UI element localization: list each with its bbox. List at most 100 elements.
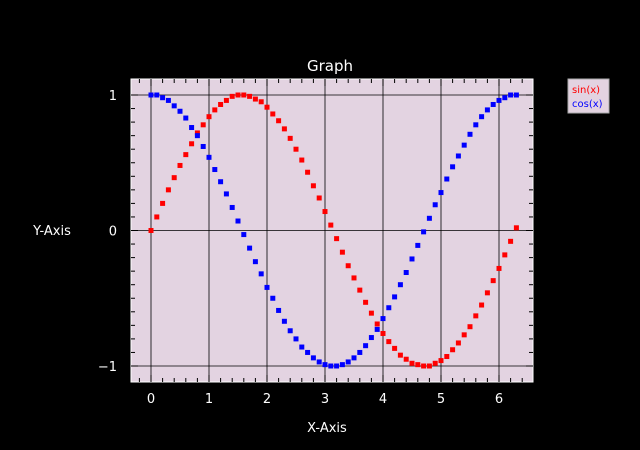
legend[interactable]: sin(x) cos(x) [567,78,610,114]
data-point [165,187,171,193]
data-point [432,360,438,366]
data-point [177,162,183,168]
data-point [496,97,502,103]
data-point [513,225,519,231]
data-point [229,93,235,99]
data-point [334,236,340,242]
data-point [351,355,357,361]
data-point [473,122,479,128]
x-tick-label: 0 [147,392,155,407]
data-point [310,183,316,189]
data-point [235,218,241,224]
data-point [177,108,183,114]
data-point [484,107,490,113]
data-point [438,358,444,364]
x-tick-label: 2 [263,392,271,407]
data-point [287,328,293,334]
x-tick-label: 4 [379,392,387,407]
data-point [403,356,409,362]
data-point [421,363,427,369]
data-point [392,294,398,300]
data-point [386,305,392,311]
data-point [293,336,299,342]
legend-entry-cos: cos(x) [572,99,603,110]
data-point [328,222,334,228]
legend-box [567,78,610,114]
data-point [287,135,293,141]
data-point [310,355,316,361]
data-point [444,354,450,360]
data-point [467,131,473,137]
data-point [218,179,224,185]
chart-title: Graph [307,57,353,75]
data-point [415,242,421,248]
data-point [258,99,264,105]
data-point [409,256,415,262]
data-point [380,316,386,322]
data-point [339,249,345,255]
x-axis-label: X-Axis [307,421,347,436]
data-point [392,345,398,351]
data-point [316,195,322,201]
data-point [165,97,171,103]
data-point [305,169,311,175]
data-point [415,362,421,368]
data-point [171,103,177,109]
data-point [241,92,247,98]
data-point [479,114,485,120]
data-point [496,265,502,271]
data-point [270,111,276,117]
axis-ticks [131,79,533,382]
data-point [212,107,218,113]
data-point [450,347,456,353]
data-point [241,232,247,238]
data-point [363,343,369,349]
data-point [397,352,403,358]
data-point [426,363,432,369]
data-point [334,363,340,369]
data-point [276,307,282,313]
data-point [258,271,264,277]
y-tick-label: 0 [109,225,117,240]
data-point [426,215,432,221]
data-point [473,313,479,319]
series-sin [148,92,519,369]
data-point [160,95,166,101]
data-point [293,146,299,152]
data-point [200,122,206,128]
data-point [160,200,166,206]
data-point [479,302,485,308]
data-point [368,335,374,341]
data-point [316,359,322,365]
data-point [444,176,450,182]
data-point [490,101,496,107]
data-point [322,209,328,215]
data-point [189,125,195,131]
x-tick-label: 6 [495,392,503,407]
data-point [461,142,467,148]
data-point [508,238,514,244]
x-tick-label: 1 [205,392,213,407]
data-point [252,259,258,265]
data-point [455,340,461,346]
series-cos [148,92,519,369]
data-point [247,93,253,99]
data-point [432,202,438,208]
data-point [252,96,258,102]
data-point [374,321,380,327]
data-point [206,114,212,120]
data-point [183,115,189,121]
data-point [386,339,392,345]
data-point [194,133,200,139]
data-point [351,275,357,281]
data-point [502,95,508,101]
data-point [455,153,461,159]
data-point [171,175,177,181]
data-point [438,190,444,196]
data-point [403,270,409,276]
data-point [380,330,386,336]
data-point [345,359,351,365]
data-point [368,310,374,316]
data-point [357,349,363,355]
